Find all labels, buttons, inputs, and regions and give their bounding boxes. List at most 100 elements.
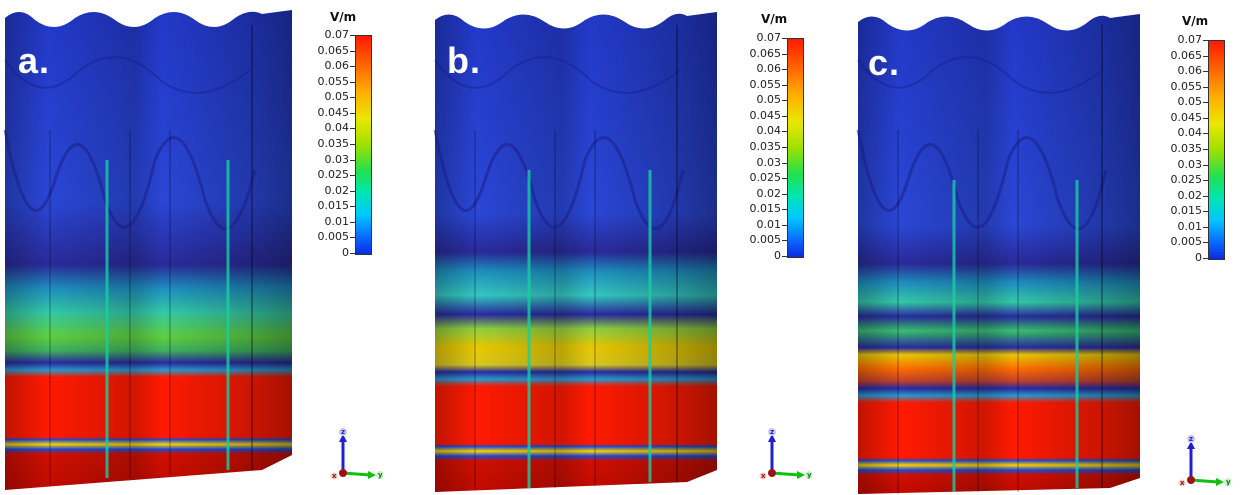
axis-triad-icon: z y x (1178, 435, 1231, 487)
colorbar-unit: V/m (1182, 14, 1209, 28)
colorbar-tick-label: 0 (342, 246, 349, 259)
colorbar-tick-label: 0.01 (1177, 219, 1203, 233)
colorbar-tick-mark (782, 115, 787, 117)
colorbar-tick-mark (350, 35, 355, 36)
colorbar-tick-mark (1203, 164, 1208, 166)
colorbar-tick-mark (1203, 226, 1208, 228)
colorbar-tick-label: 0.03 (324, 152, 350, 166)
axis-z-label: z (341, 428, 345, 436)
colorbar-tick-label: 0.055 (749, 77, 782, 91)
colorbar-tick-label: 0.065 (749, 46, 782, 60)
colorbar-tick-mark (1203, 133, 1208, 135)
colorbar-tick-label: 0.06 (1177, 64, 1203, 78)
axis-y-label: y (1226, 478, 1231, 486)
colorbar-tick-label: 0.045 (317, 105, 350, 119)
axis-z-label: z (770, 428, 774, 436)
colorbar-tick-mark (1203, 102, 1208, 104)
colorbar-tick-mark (782, 100, 787, 102)
axis-triad-icon: z y x (759, 428, 812, 480)
colorbar-tick-label: 0.01 (756, 217, 782, 231)
colorbar-tick-label: 0.03 (1177, 157, 1203, 171)
colorbar-tick-label: 0.07 (324, 28, 350, 41)
colorbar-tick-label: 0.05 (756, 93, 782, 107)
panel-label: a. (18, 40, 51, 81)
colorbar-tick-label: 0.025 (317, 168, 350, 182)
colorbar-tick-label: 0.005 (317, 230, 350, 244)
colorbar (1208, 40, 1225, 260)
colorbar-tick-label: 0.04 (756, 124, 782, 138)
colorbar-tick-mark (350, 81, 355, 83)
colorbar-tick-mark (782, 53, 787, 55)
colorbar-tick-label: 0.02 (324, 183, 350, 197)
colorbar-tick-label: 0 (1195, 251, 1202, 264)
colorbar-tick-mark (782, 193, 787, 195)
colorbar-tick-label: 0.055 (1170, 79, 1203, 93)
colorbar-tick-mark (350, 206, 355, 208)
colorbar (787, 38, 804, 258)
colorbar-tick-label: 0.07 (1177, 33, 1203, 46)
colorbar-tick-label: 0.005 (1170, 235, 1203, 249)
colorbar-tick-mark (1203, 86, 1208, 88)
axis-y-label: y (807, 471, 812, 479)
colorbar-tick-mark (1203, 55, 1208, 57)
colorbar-tick-label: 0.005 (749, 233, 782, 247)
colorbar-tick-mark (350, 221, 355, 223)
colorbar-tick-mark (350, 144, 355, 145)
colorbar-tick-mark (782, 162, 787, 164)
colorbar-tick-label: 0.03 (756, 155, 782, 169)
colorbar-tick-mark (782, 69, 787, 71)
colorbar-tick-label: 0.065 (1170, 48, 1203, 62)
colorbar-tick-label: 0.01 (324, 214, 350, 228)
colorbar-tick-mark (782, 209, 787, 211)
field-render-c (856, 14, 1140, 494)
colorbar-tick-label: 0.06 (324, 59, 350, 73)
colorbar-tick-label: 0.055 (317, 74, 350, 88)
colorbar-tick-mark (1203, 242, 1208, 244)
colorbar-tick-mark (350, 50, 355, 52)
colorbar-tick-mark (350, 237, 355, 239)
colorbar-tick-mark (350, 66, 355, 68)
panel-a: a. V/m 0.07 0.065 0.06 0.055 0.05 0.045 0.04 0.… (0, 0, 405, 495)
colorbar-tick-label: 0.065 (317, 43, 350, 57)
colorbar-tick-mark (782, 147, 787, 148)
colorbar (355, 35, 372, 255)
colorbar-tick-label: 0.015 (1170, 204, 1203, 218)
colorbar-tick-mark (782, 84, 787, 86)
colorbar-tick-label: 0.025 (749, 171, 782, 185)
colorbar-tick-mark (1203, 211, 1208, 213)
colorbar-unit: V/m (761, 12, 788, 26)
colorbar-tick-label: 0.05 (324, 90, 350, 104)
colorbar-unit: V/m (330, 10, 357, 24)
colorbar-tick-label: 0.02 (756, 186, 782, 200)
colorbar-tick-mark (1203, 180, 1208, 182)
colorbar-tick-mark (350, 190, 355, 192)
panel-label: c. (868, 42, 901, 83)
colorbar-tick-mark (1203, 149, 1208, 150)
axis-x-label: x (332, 472, 337, 480)
colorbar-tick-label: 0.04 (1177, 126, 1203, 140)
colorbar-tick-mark (782, 38, 787, 39)
colorbar-tick-mark (782, 178, 787, 180)
colorbar-tick-mark (1203, 195, 1208, 197)
axis-x-label: x (761, 472, 766, 480)
axis-x-label: x (1180, 479, 1185, 487)
colorbar-tick-label: 0.035 (317, 137, 350, 150)
field-render-a (3, 10, 292, 490)
colorbar-tick-label: 0.02 (1177, 188, 1203, 202)
panel-b: b. V/m 0.07 0.065 0.06 0.055 0.05 0.045 0.04 0.… (425, 0, 830, 495)
axis-triad-icon: z y x (330, 428, 383, 480)
colorbar-tick-mark (350, 128, 355, 130)
colorbar-tick-label: 0.06 (756, 62, 782, 76)
colorbar-tick-label: 0 (774, 249, 781, 262)
colorbar-tick-mark (350, 175, 355, 177)
panel-c: c. V/m 0.07 0.065 0.06 0.055 0.05 0.045 0.04 0.… (848, 0, 1247, 495)
colorbar-tick-mark (782, 131, 787, 133)
colorbar-tick-mark (782, 256, 787, 257)
colorbar-tick-mark (1203, 40, 1208, 41)
colorbar-tick-label: 0.015 (749, 202, 782, 216)
colorbar-tick-mark (1203, 117, 1208, 119)
panel-label: b. (447, 40, 481, 81)
colorbar-tick-mark (1203, 71, 1208, 73)
axis-y-label: y (378, 471, 383, 479)
colorbar-tick-label: 0.035 (1170, 142, 1203, 155)
